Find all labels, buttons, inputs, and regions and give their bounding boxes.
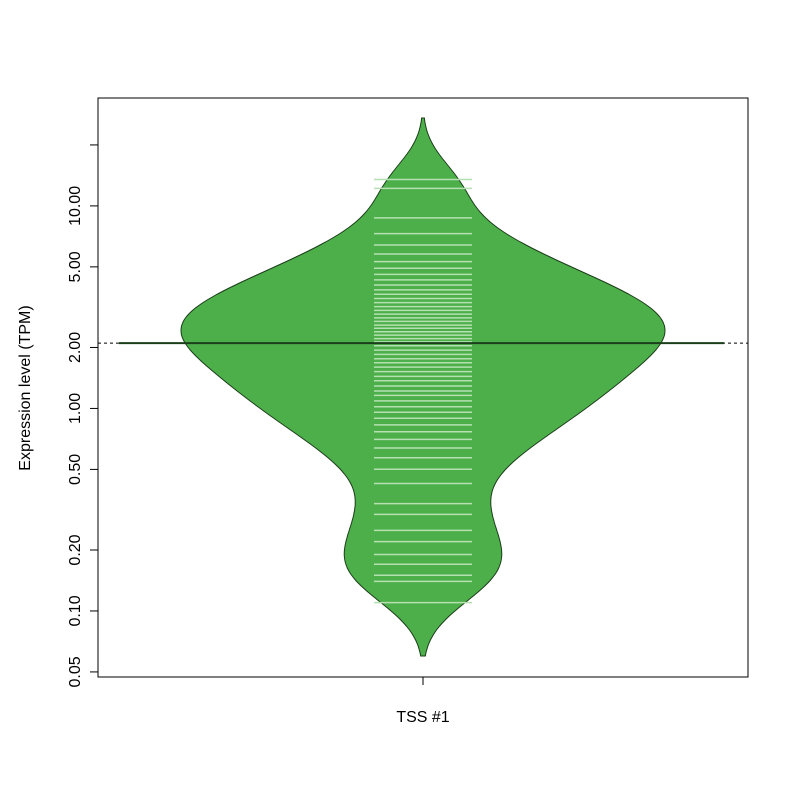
y-tick-label: 5.00 [67, 251, 84, 282]
y-tick-label: 2.00 [67, 332, 84, 363]
y-tick-label: 10.00 [67, 186, 84, 226]
bean-density [180, 117, 666, 657]
y-tick-label: 0.20 [67, 534, 84, 565]
y-axis-label: Expression level (TPM) [17, 305, 34, 470]
x-tick-label: TSS #1 [396, 709, 449, 726]
y-tick-label: 1.00 [67, 393, 84, 424]
y-tick-label: 0.50 [67, 454, 84, 485]
y-tick-label: 0.10 [67, 595, 84, 626]
plot-frame [97, 97, 749, 678]
y-tick-label: 0.05 [67, 656, 84, 687]
